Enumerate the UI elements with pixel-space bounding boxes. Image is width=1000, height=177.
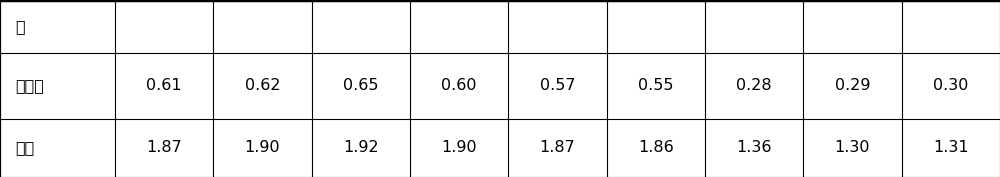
Text: 直立叶: 直立叶 — [15, 78, 44, 93]
Text: 0.28: 0.28 — [736, 78, 772, 93]
Text: 0.62: 0.62 — [245, 78, 280, 93]
Text: 1.30: 1.30 — [835, 140, 870, 155]
Text: 0.60: 0.60 — [441, 78, 477, 93]
Text: 0.30: 0.30 — [933, 78, 969, 93]
Text: 1.31: 1.31 — [933, 140, 969, 155]
Text: 1.92: 1.92 — [343, 140, 379, 155]
Text: 1.86: 1.86 — [638, 140, 674, 155]
Text: 0.65: 0.65 — [343, 78, 379, 93]
Text: 0.57: 0.57 — [540, 78, 575, 93]
Text: 斑纹: 斑纹 — [15, 140, 34, 155]
Text: 1.87: 1.87 — [146, 140, 182, 155]
Text: 1.90: 1.90 — [441, 140, 477, 155]
Text: 0.61: 0.61 — [146, 78, 182, 93]
Text: 1.90: 1.90 — [245, 140, 280, 155]
Text: 1.36: 1.36 — [736, 140, 772, 155]
Text: 1.87: 1.87 — [540, 140, 575, 155]
Text: 0.55: 0.55 — [638, 78, 674, 93]
Text: 0.29: 0.29 — [835, 78, 870, 93]
Text: 化: 化 — [15, 19, 25, 34]
